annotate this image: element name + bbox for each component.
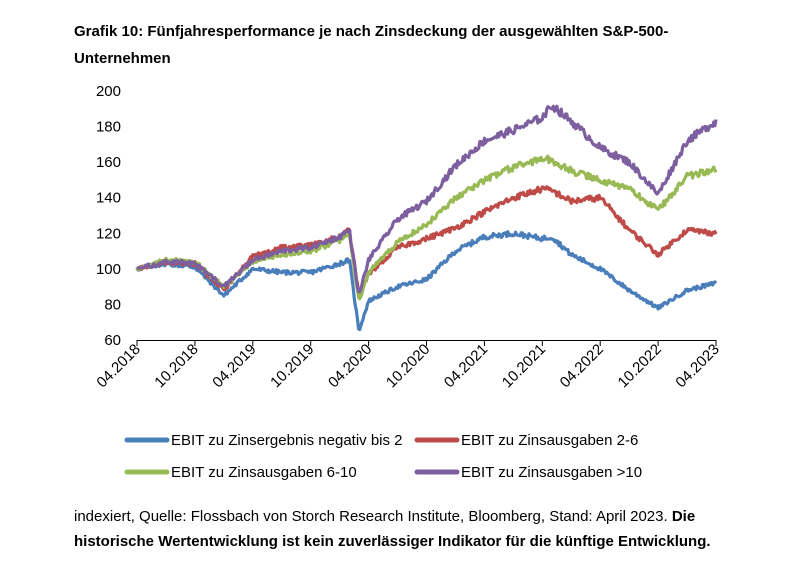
source-text: indexiert, Quelle: Flossbach von Storch … (74, 508, 672, 525)
x-tick-label: 04.2022 (557, 341, 607, 391)
legend-label: EBIT zu Zinsergebnis negativ bis 2 (171, 432, 403, 449)
x-tick-label: 10.2021 (499, 341, 549, 391)
x-tick-label: 10.2018 (151, 341, 201, 391)
chart-title: Grafik 10: Fünfjahresperformance je nach… (74, 23, 669, 67)
y-tick-label: 100 (96, 261, 121, 278)
x-tick-label: 04.2021 (441, 341, 491, 391)
y-tick-label: 180 (96, 119, 121, 136)
x-tick-label: 10.2019 (267, 341, 317, 391)
disclaimer-text: Die historische Wertentwicklung ist kein… (74, 508, 711, 550)
x-tick-label: 04.2020 (325, 341, 375, 391)
y-tick-label: 140 (96, 190, 121, 207)
series-line (136, 230, 718, 332)
y-tick-label: 80 (104, 296, 121, 313)
x-tick-label: 10.2022 (615, 341, 665, 391)
y-tick-label: 200 (96, 83, 121, 100)
legend-label: EBIT zu Zinsausgaben 6-10 (171, 464, 357, 481)
x-tick-label: 04.2019 (209, 341, 259, 391)
x-tick-label: 04.2023 (672, 341, 722, 391)
chart-legend: EBIT zu Zinsergebnis negativ bis 2 EBIT z… (124, 432, 642, 481)
x-tick-label: 10.2020 (383, 341, 433, 391)
legend-label: EBIT zu Zinsausgaben >10 (461, 464, 642, 481)
source-note: indexiert, Quelle: Flossbach von Storch … (74, 504, 774, 554)
series-group (135, 104, 718, 332)
y-tick-label: 160 (96, 154, 121, 171)
legend-label: EBIT zu Zinsausgaben 2-6 (461, 432, 638, 449)
series-line (136, 104, 718, 294)
y-tick-label: 120 (96, 225, 121, 242)
y-tick-label: 60 (104, 332, 121, 349)
